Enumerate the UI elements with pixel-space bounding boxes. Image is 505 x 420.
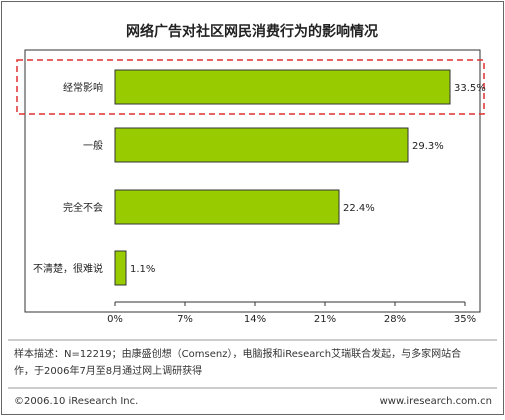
bars-layer: 经常影响 33.5% 一般 29.3% 完全不会 22.4% 不清楚，很难说 1.1%	[33, 69, 486, 286]
footnote-line-1: 样本描述：N=12219；由康盛创想（Comsenz），电脑报和iResearc…	[14, 347, 461, 360]
category-label-4: 不清楚，很难说	[33, 262, 103, 275]
x-tick-label-3: 14%	[244, 314, 266, 325]
x-axis-ticks: 0% 7% 14% 21% 28% 35%	[107, 302, 476, 325]
footnote-line-2: 作，于2006年7月至8月通过网上调研获得	[14, 364, 202, 377]
plot-frame	[24, 49, 481, 313]
value-label-1: 33.5%	[454, 83, 486, 94]
chart-title: 网络广告对社区网民消费行为的影响情况	[126, 23, 378, 40]
bar-2	[114, 127, 409, 163]
value-label-2: 29.3%	[412, 141, 444, 152]
bar-1	[114, 69, 451, 105]
category-label-1: 经常影响	[63, 81, 103, 94]
bar-3	[114, 189, 340, 225]
bar-4	[114, 250, 127, 286]
x-tick-label-2: 7%	[177, 314, 193, 325]
highlight-box	[16, 59, 485, 115]
category-label-2: 一般	[83, 139, 103, 152]
x-tick-label-4: 21%	[314, 314, 336, 325]
value-label-3: 22.4%	[343, 203, 375, 214]
category-label-3: 完全不会	[63, 201, 103, 214]
x-tick-label-1: 0%	[107, 314, 123, 325]
x-tick-label-5: 28%	[384, 314, 406, 325]
value-label-4: 1.1%	[130, 264, 155, 275]
footer-url: www.iresearch.com.cn	[380, 396, 492, 407]
footer-copyright: ©2006.10 iResearch Inc.	[14, 396, 138, 407]
x-tick-label-6: 35%	[454, 314, 476, 325]
